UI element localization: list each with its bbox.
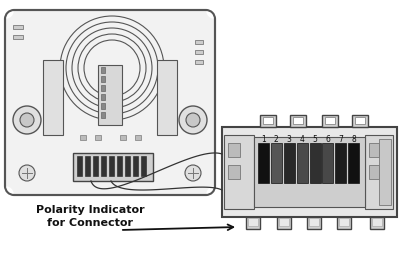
- Text: 4: 4: [300, 134, 304, 144]
- Bar: [248, 218, 258, 226]
- Bar: [369, 143, 379, 157]
- Circle shape: [0, 1, 14, 19]
- Bar: [228, 143, 240, 157]
- Bar: [293, 117, 303, 124]
- Text: 5: 5: [312, 134, 318, 144]
- Bar: [95, 135, 101, 140]
- Bar: [120, 135, 126, 140]
- Circle shape: [186, 113, 200, 127]
- Bar: [307, 217, 321, 229]
- Bar: [13, 35, 23, 39]
- Bar: [254, 137, 365, 207]
- Bar: [258, 143, 269, 183]
- Bar: [195, 40, 203, 44]
- Bar: [80, 135, 86, 140]
- Bar: [277, 217, 291, 229]
- Text: 7: 7: [338, 134, 343, 144]
- Circle shape: [13, 106, 41, 134]
- Bar: [228, 165, 240, 179]
- Bar: [263, 117, 273, 124]
- Text: 3: 3: [287, 134, 292, 144]
- Bar: [117, 156, 122, 176]
- Bar: [355, 117, 365, 124]
- Bar: [101, 94, 105, 100]
- Circle shape: [20, 113, 34, 127]
- Circle shape: [179, 106, 207, 134]
- Bar: [43, 60, 63, 135]
- Circle shape: [19, 165, 35, 181]
- Text: 8: 8: [351, 134, 356, 144]
- Bar: [279, 218, 289, 226]
- Bar: [13, 25, 23, 29]
- Circle shape: [0, 186, 14, 204]
- Bar: [222, 127, 397, 217]
- Bar: [310, 143, 320, 183]
- Bar: [101, 85, 105, 91]
- Text: Polarity Indicator: Polarity Indicator: [36, 205, 144, 215]
- Bar: [325, 117, 335, 124]
- Bar: [290, 115, 306, 127]
- Bar: [101, 76, 105, 82]
- Text: 1: 1: [261, 134, 266, 144]
- Bar: [309, 218, 319, 226]
- Bar: [101, 156, 106, 176]
- Circle shape: [206, 1, 224, 19]
- Bar: [101, 112, 105, 118]
- Bar: [339, 218, 349, 226]
- Bar: [284, 143, 295, 183]
- Text: for Connector: for Connector: [47, 218, 133, 228]
- Bar: [297, 143, 308, 183]
- Bar: [260, 115, 276, 127]
- Circle shape: [185, 165, 201, 181]
- Bar: [101, 67, 105, 73]
- Bar: [322, 143, 333, 183]
- Bar: [101, 103, 105, 109]
- Bar: [352, 115, 368, 127]
- Circle shape: [206, 186, 224, 204]
- Bar: [93, 156, 98, 176]
- Bar: [109, 156, 114, 176]
- Bar: [98, 65, 122, 125]
- Bar: [125, 156, 130, 176]
- Bar: [348, 143, 359, 183]
- Bar: [372, 218, 382, 226]
- Bar: [379, 139, 391, 205]
- Bar: [135, 135, 141, 140]
- Bar: [141, 156, 146, 176]
- Bar: [157, 60, 177, 135]
- Bar: [195, 60, 203, 64]
- Text: 6: 6: [326, 134, 330, 144]
- Bar: [335, 143, 346, 183]
- Bar: [77, 156, 82, 176]
- Bar: [369, 165, 379, 179]
- Bar: [370, 217, 384, 229]
- Text: 2: 2: [274, 134, 279, 144]
- Bar: [133, 156, 138, 176]
- Bar: [195, 50, 203, 54]
- Bar: [224, 135, 254, 209]
- Bar: [5, 10, 215, 195]
- Bar: [322, 115, 338, 127]
- Bar: [73, 153, 153, 181]
- Bar: [85, 156, 90, 176]
- Bar: [337, 217, 351, 229]
- Bar: [246, 217, 260, 229]
- Bar: [271, 143, 282, 183]
- Bar: [365, 135, 393, 209]
